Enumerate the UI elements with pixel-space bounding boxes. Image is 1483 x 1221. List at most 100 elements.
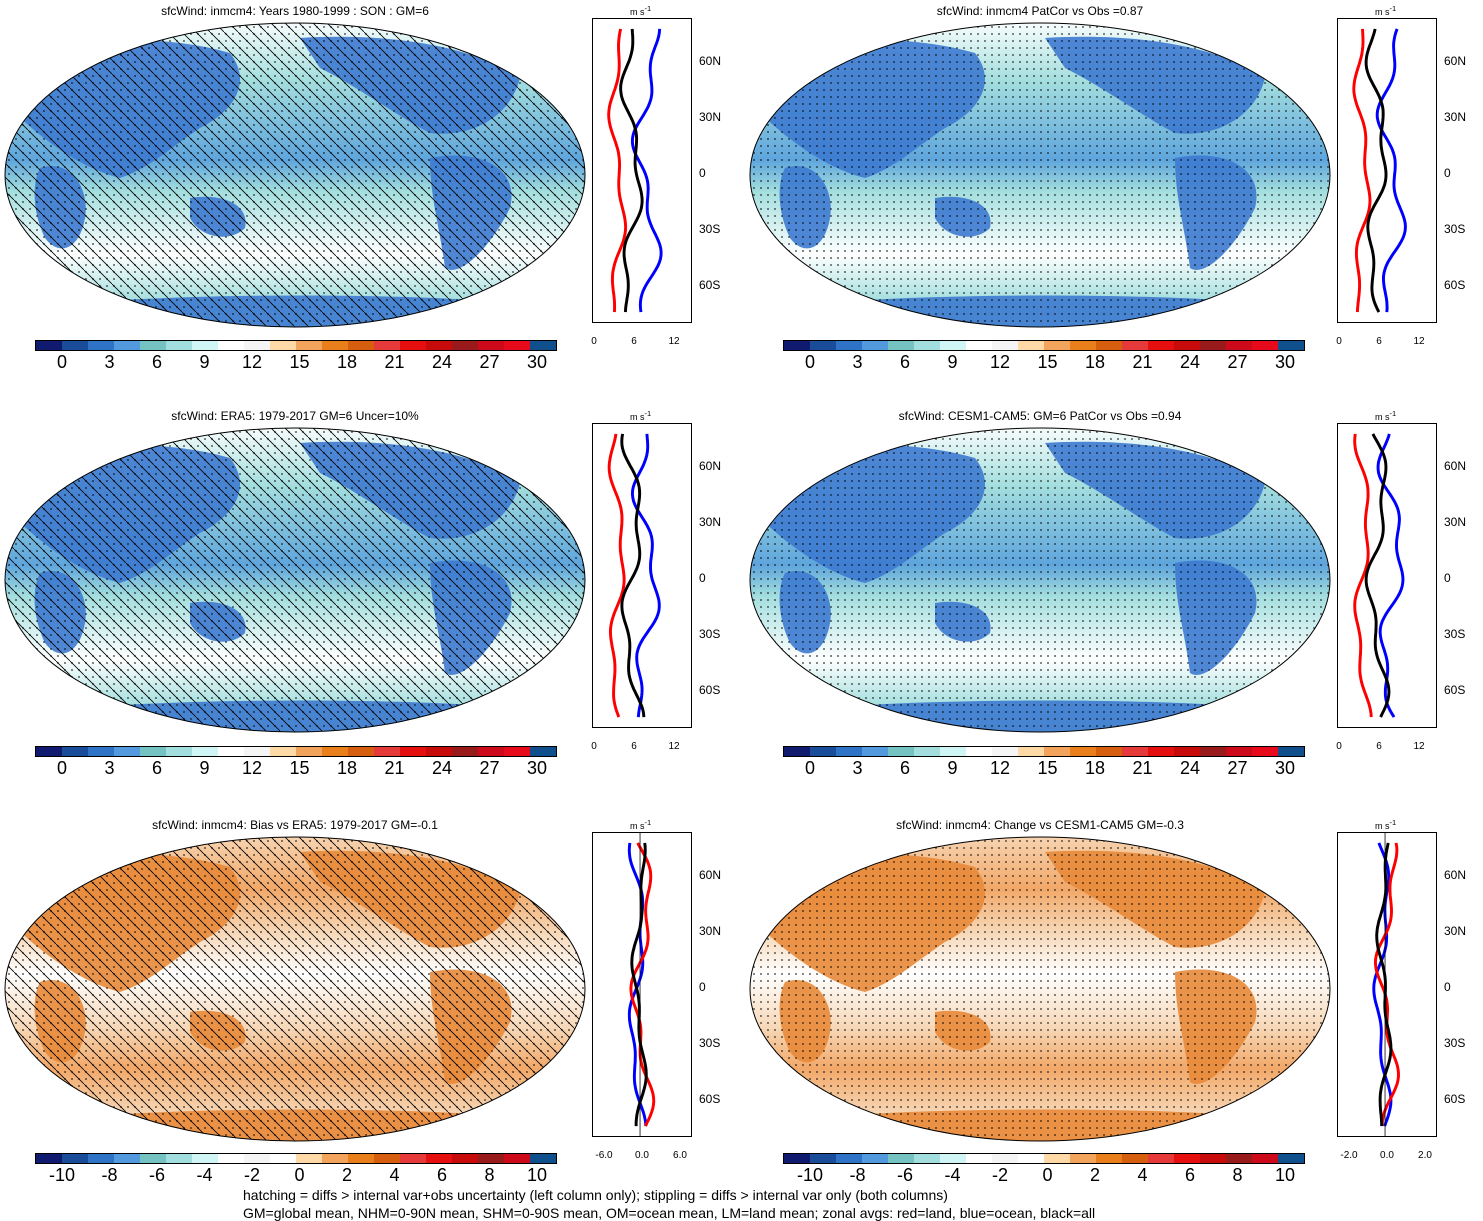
colorbar-label: 3 (104, 352, 115, 372)
zonal-plot-3 (592, 423, 692, 728)
colorbar-swatch (478, 341, 504, 350)
colorbar-swatch (322, 1154, 348, 1163)
zonal-unit-5: m s-1 (630, 818, 652, 831)
colorbar-swatch (478, 1154, 504, 1163)
zonal-all-line (1364, 433, 1391, 718)
colorbar-label: 24 (431, 758, 453, 778)
colorbar-swatch (140, 747, 166, 756)
colorbar (35, 340, 557, 351)
colorbar-swatch (62, 341, 88, 350)
colorbar-swatch (1122, 747, 1148, 756)
colorbar-label: 24 (431, 352, 453, 372)
zonal-x-tick-label: 0 (591, 336, 597, 347)
colorbar-label: -10 (796, 1165, 824, 1185)
colorbar-swatch (1044, 341, 1070, 350)
zonal-plot-4 (1337, 423, 1437, 728)
colorbar-swatch (810, 1154, 836, 1163)
colorbar-swatch (1044, 747, 1070, 756)
panel-title-2: sfcWind: inmcm4 PatCor vs Obs =0.87 (936, 4, 1144, 18)
colorbar-swatch (1122, 1154, 1148, 1163)
colorbar-swatch (452, 341, 478, 350)
colorbar-label: 24 (1179, 352, 1201, 372)
zonal-all-line (620, 433, 646, 718)
colorbar-swatch (1252, 747, 1278, 756)
colorbar-swatch (218, 1154, 244, 1163)
lat-tick-label: 30S (1444, 627, 1466, 641)
colorbar-label: 15 (1037, 352, 1058, 372)
colorbar-label: 12 (241, 352, 263, 372)
colorbar-label: -4 (944, 1165, 961, 1185)
colorbar-label: -6 (148, 1165, 166, 1185)
colorbar-label: 27 (479, 352, 500, 372)
colorbar-swatch (1226, 341, 1252, 350)
zonal-x-tick-label: -2.0 (1340, 1150, 1358, 1161)
lat-tick-label: 0 (699, 166, 706, 180)
zonal-all-line (1375, 842, 1393, 1127)
colorbar-swatch (888, 747, 914, 756)
colorbar-label: 12 (241, 758, 263, 778)
colorbar-label: 12 (989, 758, 1011, 778)
colorbar-label: 3 (852, 352, 863, 372)
colorbar-swatch (192, 747, 218, 756)
zonal-x-tick-label: 6 (631, 336, 637, 347)
colorbar-swatch (348, 1154, 374, 1163)
zonal-unit-6: m s-1 (1375, 818, 1397, 831)
colorbar-swatch (1200, 1154, 1226, 1163)
colorbar-swatch (374, 1154, 400, 1163)
colorbar-label: 9 (947, 758, 958, 778)
zonal-ocean-line (630, 28, 663, 313)
map-panel-4 (745, 423, 1335, 738)
zonal-unit-3: m s-1 (630, 409, 652, 422)
colorbar-label: 18 (336, 352, 358, 372)
colorbar-swatch (1096, 341, 1122, 350)
zonal-land-line (1352, 28, 1372, 313)
lat-tick-label: 30N (1444, 515, 1467, 529)
colorbar-swatch (114, 747, 140, 756)
colorbar-label: 18 (1084, 352, 1106, 372)
colorbar-swatch (530, 747, 556, 756)
colorbar-swatch (1122, 341, 1148, 350)
lat-tick-label: 30S (1444, 222, 1466, 236)
colorbar-label: -6 (896, 1165, 914, 1185)
colorbar-swatch (1174, 341, 1200, 350)
colorbar-swatch (1252, 1154, 1278, 1163)
lat-tick-label: 60S (699, 1092, 721, 1106)
lat-tick-label: 0 (699, 571, 706, 585)
colorbar-swatch (114, 341, 140, 350)
colorbar-swatch (504, 747, 530, 756)
zonal-land-line (1353, 433, 1373, 718)
colorbar-swatch (1226, 747, 1252, 756)
colorbar (783, 1153, 1305, 1164)
colorbar-swatch (1018, 1154, 1044, 1163)
colorbar-label: -8 (849, 1165, 866, 1185)
colorbar-swatch (940, 747, 966, 756)
lat-tick-label: 0 (699, 980, 706, 994)
colorbar-label: 18 (1084, 758, 1106, 778)
colorbar-label: 27 (1227, 758, 1248, 778)
colorbar-swatch (530, 341, 556, 350)
colorbar-swatch (966, 341, 992, 350)
lat-tick-label: 30N (699, 924, 722, 938)
colorbar-swatch (140, 1154, 166, 1163)
colorbar-swatch (244, 747, 270, 756)
lat-tick-label: 0 (1444, 166, 1451, 180)
colorbar-swatch (1226, 1154, 1252, 1163)
colorbar-swatch (914, 1154, 940, 1163)
colorbar-swatch (400, 1154, 426, 1163)
colorbar-swatch (784, 1154, 810, 1163)
colorbar-label: 9 (947, 352, 958, 372)
colorbar-label: 30 (1274, 758, 1296, 778)
colorbar-swatch (62, 1154, 88, 1163)
colorbar-swatch (810, 341, 836, 350)
colorbar-label: 6 (899, 758, 911, 778)
colorbar-label: 24 (1179, 758, 1201, 778)
zonal-x-tick-label: 0.0 (1380, 1150, 1394, 1161)
colorbar-swatch (1200, 341, 1226, 350)
colorbar-label: 21 (384, 352, 405, 372)
lat-tick-label: 30N (1444, 924, 1467, 938)
colorbar-swatch (36, 747, 62, 756)
colorbar-swatch (504, 1154, 530, 1163)
colorbar-swatch (1148, 1154, 1174, 1163)
zonal-all-line (619, 28, 644, 313)
colorbar-label: 15 (289, 758, 310, 778)
